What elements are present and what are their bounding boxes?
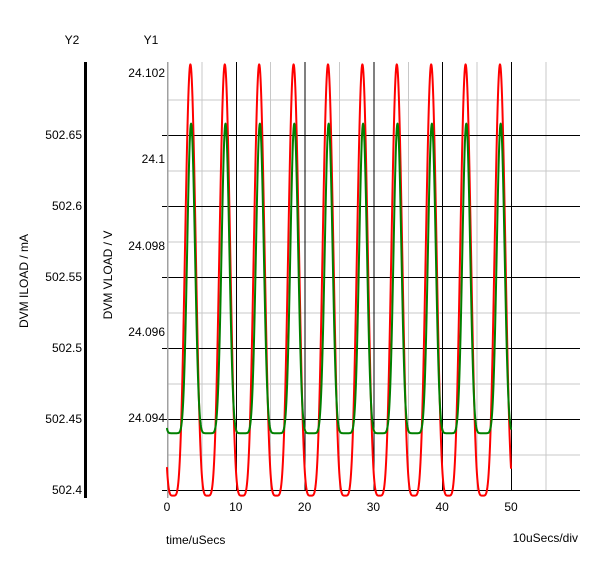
y2-tick-label: 502.6 — [51, 199, 82, 213]
trace-dvm-iload — [166, 122, 512, 435]
x-tick-label: 40 — [435, 500, 449, 514]
y2-tick-label: 502.4 — [51, 483, 82, 497]
y2-axis-title: DVM ILOAD / mA — [17, 233, 31, 329]
y2-tick-label: 502.45 — [45, 412, 82, 426]
y2-tick-label: 502.65 — [45, 128, 82, 142]
y2-tick-label: 502.5 — [51, 341, 82, 355]
y1-axis-header[interactable]: Y1 — [143, 33, 159, 47]
trace-dvm-vload — [166, 63, 512, 497]
y1-tick-label: 24.1 — [141, 152, 165, 167]
y2-tick-label: 502.55 — [45, 270, 82, 284]
y1-tick-label: 24.096 — [128, 324, 165, 339]
y1-tick-label: 24.102 — [128, 66, 165, 80]
y2-axis-line — [84, 62, 87, 498]
x-tick-label: 0 — [163, 500, 171, 514]
x-scale-per-div: 10uSecs/div — [512, 531, 578, 545]
y1-axis-title: DVM VLOAD / V — [101, 230, 115, 320]
x-tick-label: 20 — [297, 500, 312, 514]
y1-tick-label: 24.098 — [128, 238, 165, 253]
x-tick-label: 50 — [504, 500, 518, 514]
x-tick-label: 10 — [229, 500, 243, 514]
y2-axis-header[interactable]: Y2 — [64, 33, 80, 47]
x-tick-label: 30 — [366, 500, 381, 514]
y1-tick-label: 24.094 — [128, 411, 165, 425]
x-axis-title: time/uSecs — [166, 533, 226, 547]
